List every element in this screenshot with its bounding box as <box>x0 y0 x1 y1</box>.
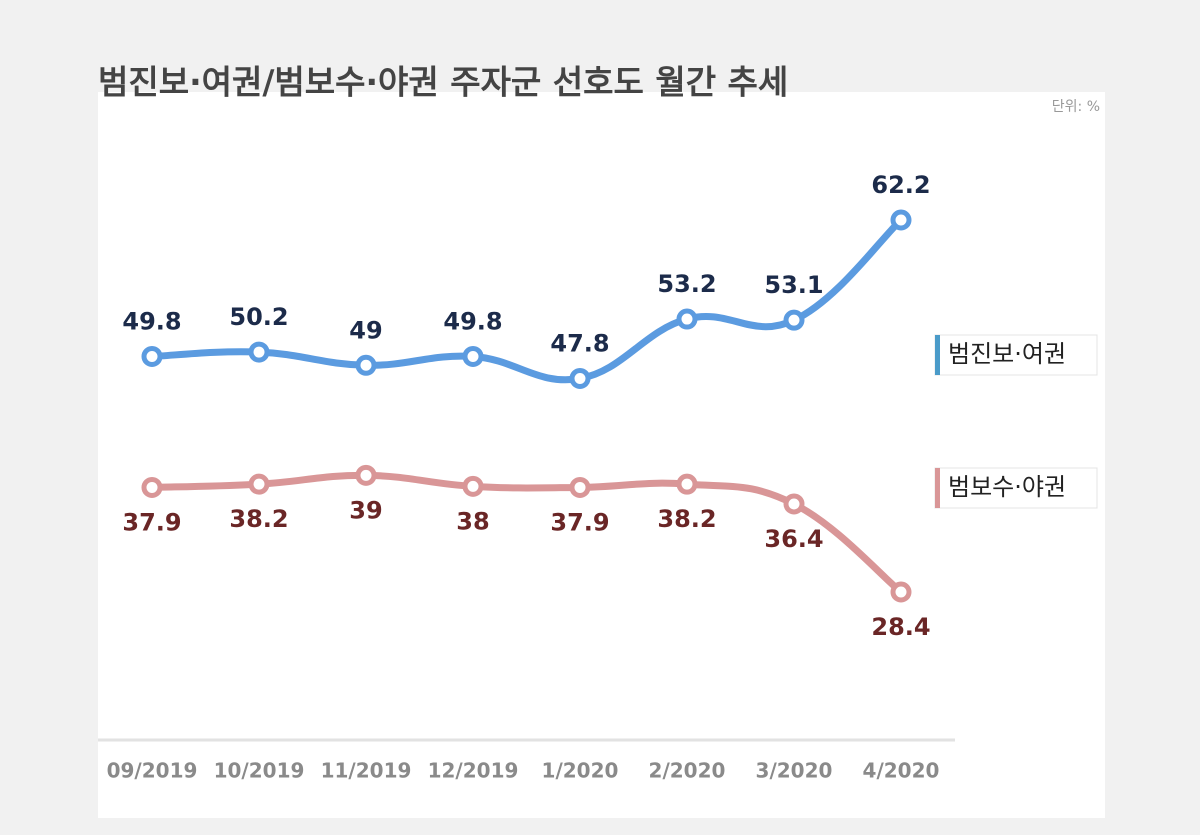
data-label: 49.8 <box>122 307 181 335</box>
point <box>890 209 912 231</box>
point <box>569 476 591 498</box>
point <box>783 309 805 331</box>
point <box>462 345 484 367</box>
data-label: 50.2 <box>229 303 288 331</box>
data-label: 49 <box>349 316 382 344</box>
data-label: 37.9 <box>550 508 609 536</box>
x-tick-label: 1/2020 <box>542 759 619 783</box>
legend-box <box>934 467 1098 509</box>
data-label: 37.9 <box>122 508 181 536</box>
data-label: 38.2 <box>229 505 288 533</box>
point <box>248 473 270 495</box>
x-tick-label: 3/2020 <box>756 759 833 783</box>
data-label: 53.2 <box>657 270 716 298</box>
data-label: 38.2 <box>657 505 716 533</box>
point <box>355 464 377 486</box>
legend-label: 범진보·여권 <box>948 340 1066 368</box>
point <box>890 581 912 603</box>
point <box>462 475 484 497</box>
point <box>783 493 805 515</box>
data-label: 47.8 <box>550 329 609 357</box>
point <box>355 354 377 376</box>
data-label: 53.1 <box>764 271 823 299</box>
point <box>141 345 163 367</box>
point <box>141 476 163 498</box>
data-label: 39 <box>349 496 382 524</box>
x-tick-label: 4/2020 <box>863 759 940 783</box>
data-label: 36.4 <box>764 525 823 553</box>
x-tick-label: 2/2020 <box>649 759 726 783</box>
point <box>569 367 591 389</box>
point <box>676 473 698 495</box>
data-label: 62.2 <box>871 171 930 199</box>
x-tick-label: 09/2019 <box>107 759 198 783</box>
point <box>676 308 698 330</box>
legend-swatch <box>935 468 940 508</box>
data-label: 38 <box>456 507 489 535</box>
legend-label: 범보수·야권 <box>948 473 1066 501</box>
x-tick-label: 10/2019 <box>214 759 305 783</box>
data-label: 49.8 <box>443 307 502 335</box>
legend-swatch <box>935 335 940 375</box>
point <box>248 341 270 363</box>
panel <box>98 92 1105 818</box>
x-tick-label: 12/2019 <box>428 759 519 783</box>
unit-note: 단위: % <box>1052 99 1100 115</box>
chart-title: 범진보·여권/범보수·야권 주자군 선호도 월간 추세 <box>98 63 788 102</box>
x-tick-label: 11/2019 <box>321 759 412 783</box>
data-label: 28.4 <box>871 613 930 641</box>
